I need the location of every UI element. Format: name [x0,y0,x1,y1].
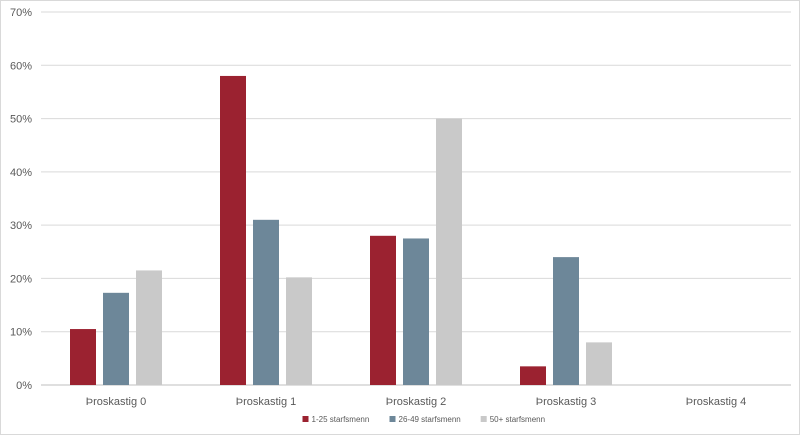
bar-1-25-starfsmenn-2 [370,235,396,385]
bar-50-starfsmenn-2 [436,118,462,386]
bar-26-49-starfsmenn-3 [553,257,579,385]
legend-swatch [389,416,396,422]
legend: 1-25 starfsmenn 26-49 starfsmenn 50+ starf… [302,415,545,424]
bar-1-25-starfsmenn-0 [70,329,96,385]
legend-label: 26-49 starfsmenn [399,415,461,424]
y-tick-label: 70% [10,7,32,19]
bar-26-49-starfsmenn-1 [253,219,279,385]
x-category-label: Þroskastig 4 [686,396,747,408]
y-tick-label: 0% [16,380,32,392]
legend-swatch [302,416,309,422]
y-tick-label: 30% [10,220,32,232]
bar-50-starfsmenn-1 [286,277,312,385]
y-tick-label: 50% [10,114,32,126]
bars [70,75,612,386]
y-tick-label: 60% [10,60,32,72]
legend-label: 1-25 starfsmenn [312,415,370,424]
x-category-label: Þroskastig 0 [86,396,147,408]
y-tick-label: 40% [10,167,32,179]
legend-swatch [480,416,487,422]
bar-50-starfsmenn-0 [136,270,162,385]
bar-1-25-starfsmenn-1 [220,75,246,385]
bar-26-49-starfsmenn-2 [403,238,429,385]
bar-50-starfsmenn-3 [586,342,612,385]
y-tick-label: 20% [10,273,32,285]
x-category-label: Þroskastig 1 [236,396,297,408]
x-category-label: Þroskastig 2 [386,396,447,408]
bar-1-25-starfsmenn-3 [520,366,546,385]
x-category-label: Þroskastig 3 [536,396,597,408]
y-axis: 0% 10% 20% 30% 40% 50% 60% 70% [10,7,32,392]
bar-26-49-starfsmenn-0 [103,292,129,385]
y-tick-label: 10% [10,327,32,339]
legend-label: 50+ starfsmenn [490,415,545,424]
x-axis: Þroskastig 0 Þroskastig 1 Þroskastig 2 Þros… [86,396,747,408]
